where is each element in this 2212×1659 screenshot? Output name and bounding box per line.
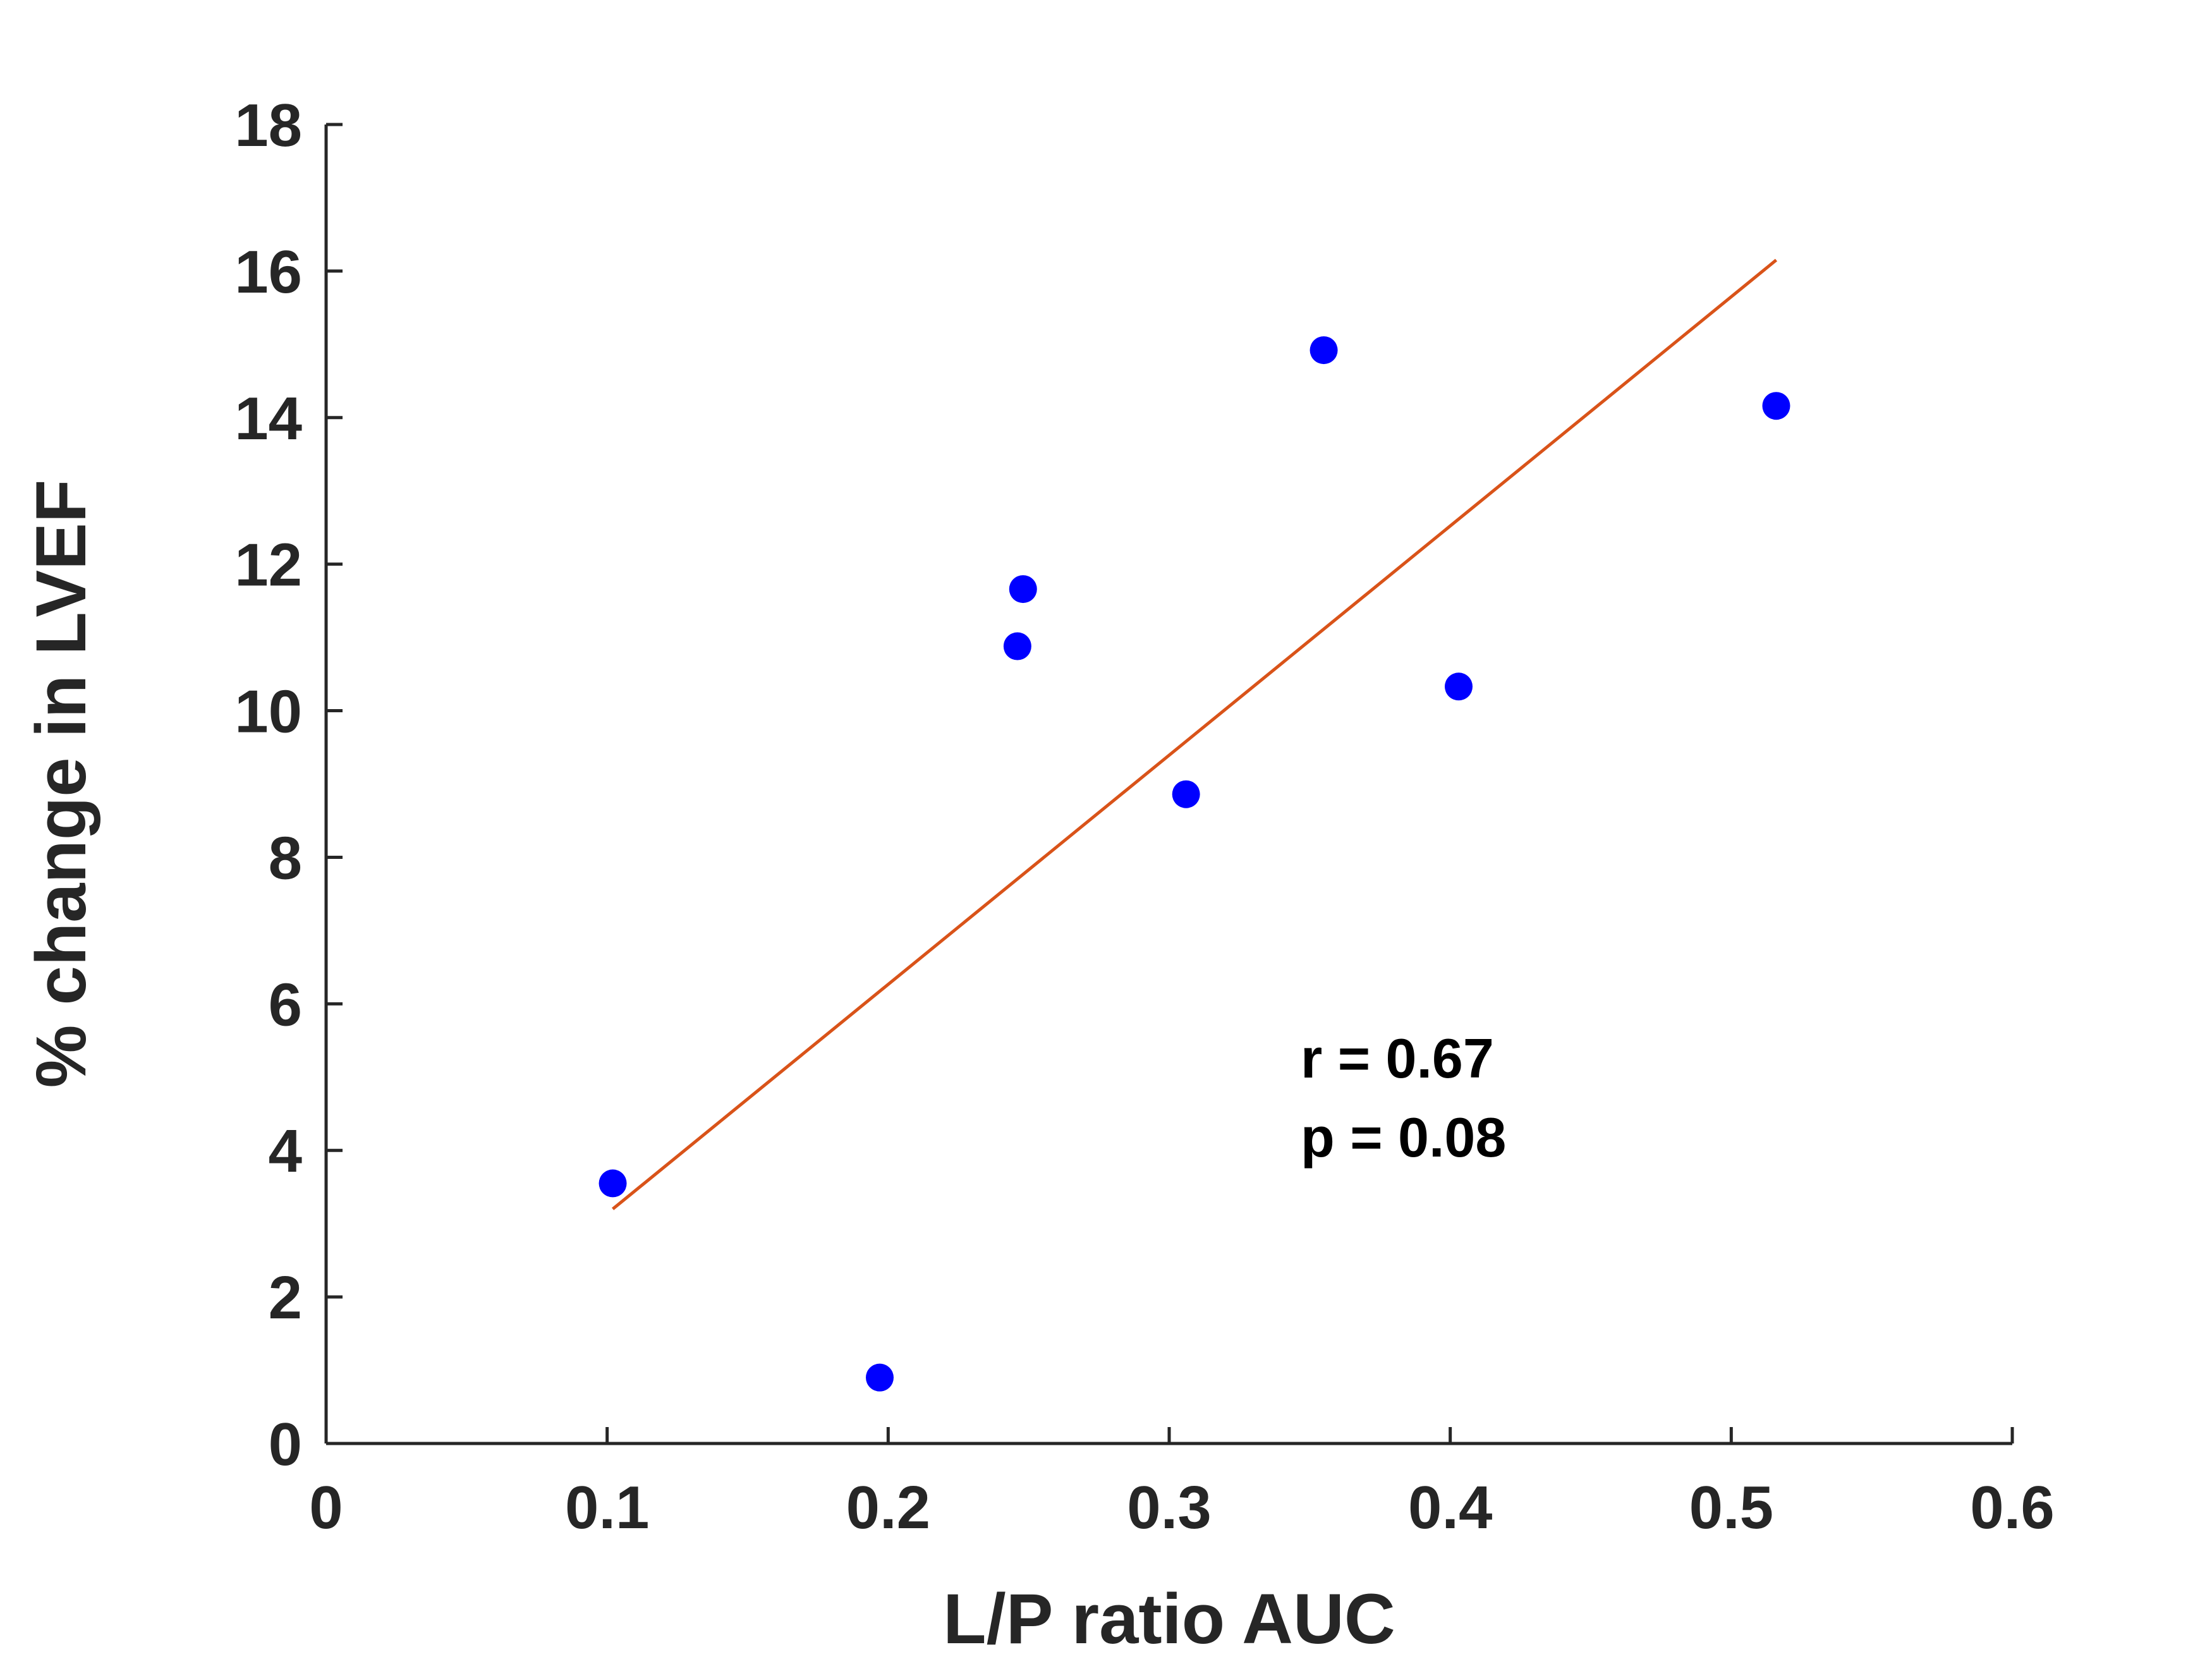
y-tick-label: 4: [269, 1117, 302, 1185]
scatter-point: [1009, 575, 1037, 604]
x-tick-label: 0: [309, 1474, 343, 1541]
x-tick-label: 0.5: [1689, 1474, 1773, 1541]
scatter-point: [1003, 632, 1031, 660]
scatter-point: [1445, 672, 1473, 701]
x-tick-label: 0.6: [1970, 1474, 2054, 1541]
y-tick-label: 0: [269, 1411, 302, 1478]
annotation-p: p = 0.08: [1301, 1106, 1506, 1169]
scatter-point: [1762, 392, 1790, 420]
y-tick-label: 16: [234, 238, 302, 306]
y-tick-label: 18: [234, 92, 302, 159]
regression-line: [611, 258, 1778, 1210]
scatter-point: [599, 1169, 627, 1198]
y-tick-label: 10: [234, 678, 302, 746]
y-axis-title: % change in LVEF: [21, 480, 100, 1088]
x-tick-label: 0.4: [1408, 1474, 1492, 1541]
y-tick-label: 14: [234, 385, 302, 453]
scatter-point: [865, 1363, 894, 1392]
y-ticks: 0 2 4 6 8 10 12 14 16 18: [234, 92, 343, 1478]
y-tick-label: 2: [269, 1264, 302, 1332]
annotation-r: r = 0.67: [1301, 1027, 1494, 1090]
x-tick-label: 0.1: [565, 1474, 649, 1541]
scatter-point: [1310, 336, 1338, 365]
x-tick-label: 0.3: [1127, 1474, 1211, 1541]
y-tick-label: 8: [269, 824, 302, 892]
scatter-point: [1172, 780, 1200, 808]
scatter-points: [599, 336, 1790, 1392]
y-tick-label: 12: [234, 532, 302, 599]
x-axis-title: L/P ratio AUC: [943, 1579, 1395, 1658]
x-tick-label: 0.2: [846, 1474, 930, 1541]
y-tick-label: 6: [269, 971, 302, 1038]
x-ticks: 0 0.1 0.2 0.3 0.4 0.5 0.6: [309, 1427, 2055, 1541]
fit-line-group: [611, 258, 1778, 1210]
